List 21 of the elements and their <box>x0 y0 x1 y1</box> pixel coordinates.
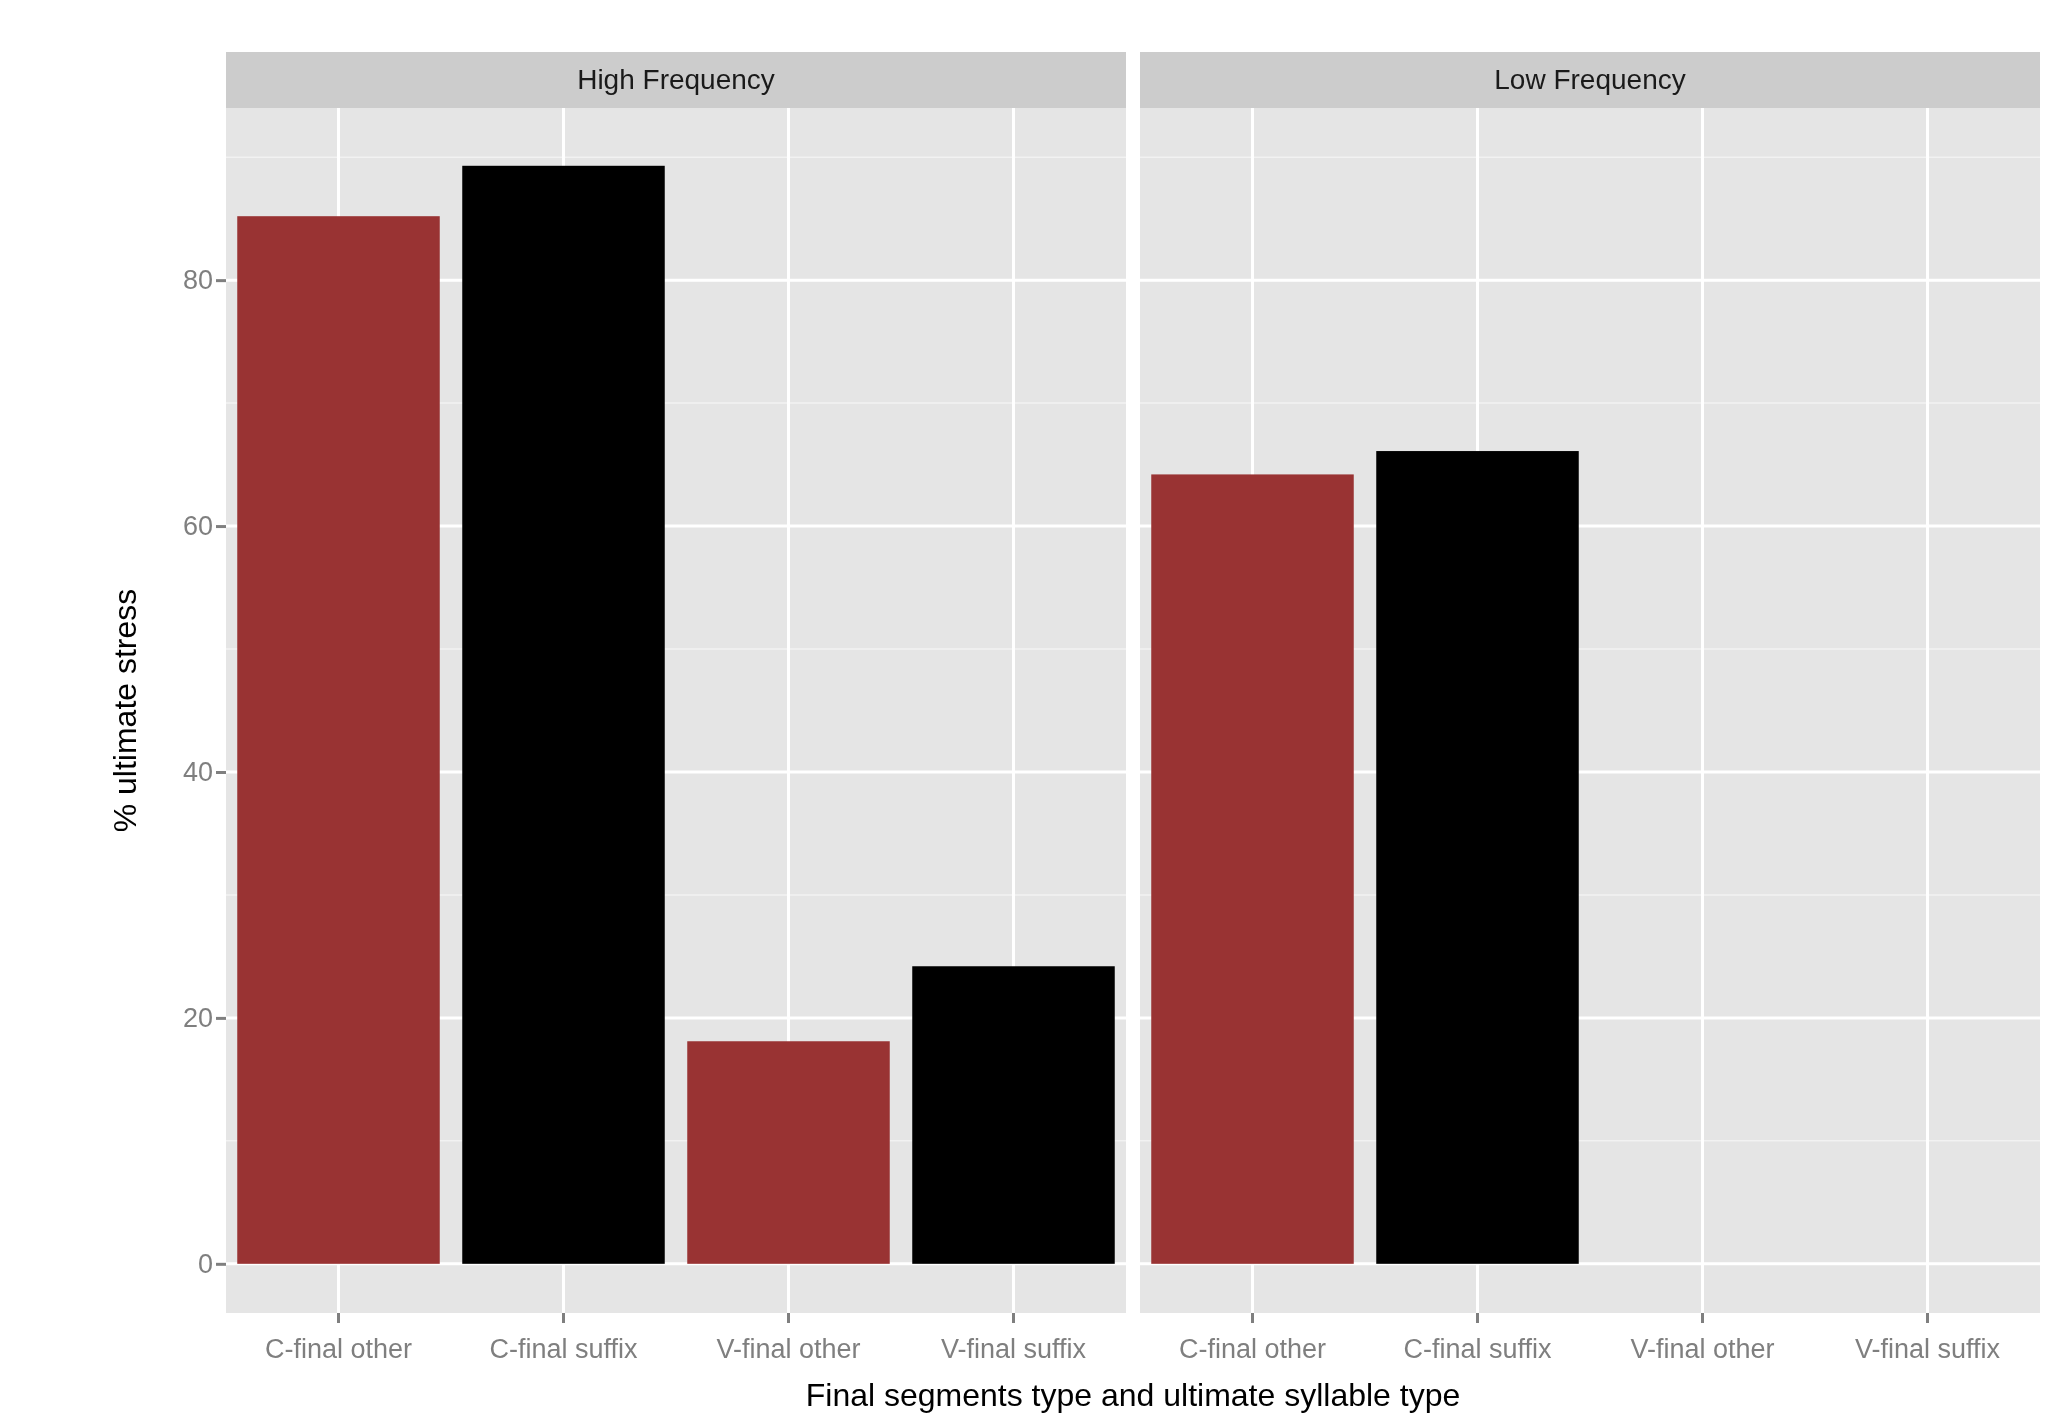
bar <box>237 216 440 1264</box>
x-tick-label: C-final suffix <box>1403 1334 1553 1365</box>
y-tick-label: 40 <box>182 757 213 788</box>
x-tick-label: V-final other <box>716 1334 861 1365</box>
y-tick-label: 0 <box>197 1248 213 1279</box>
y-tick-label: 80 <box>182 265 213 296</box>
y-tick-label: 20 <box>182 1003 213 1034</box>
y-tick-label: 60 <box>182 511 213 542</box>
chart-title: High Frequency <box>577 64 775 95</box>
x-tick-label: C-final other <box>264 1334 413 1365</box>
x-tick-label: V-final other <box>1630 1334 1775 1365</box>
bar <box>687 1041 890 1264</box>
x-tick-label: C-final suffix <box>489 1334 639 1365</box>
x-tick-label: V-final suffix <box>940 1334 1087 1365</box>
x-tick-label: V-final suffix <box>1854 1334 2001 1365</box>
x-axis-title: Final segments type and ultimate syllable type <box>805 1377 1461 1413</box>
bar <box>462 165 665 1264</box>
bar <box>912 966 1115 1264</box>
y-axis-title: % ultimate stress <box>107 588 143 833</box>
x-tick-label: C-final other <box>1178 1334 1327 1365</box>
chart-title: Low Frequency <box>1494 64 1686 95</box>
